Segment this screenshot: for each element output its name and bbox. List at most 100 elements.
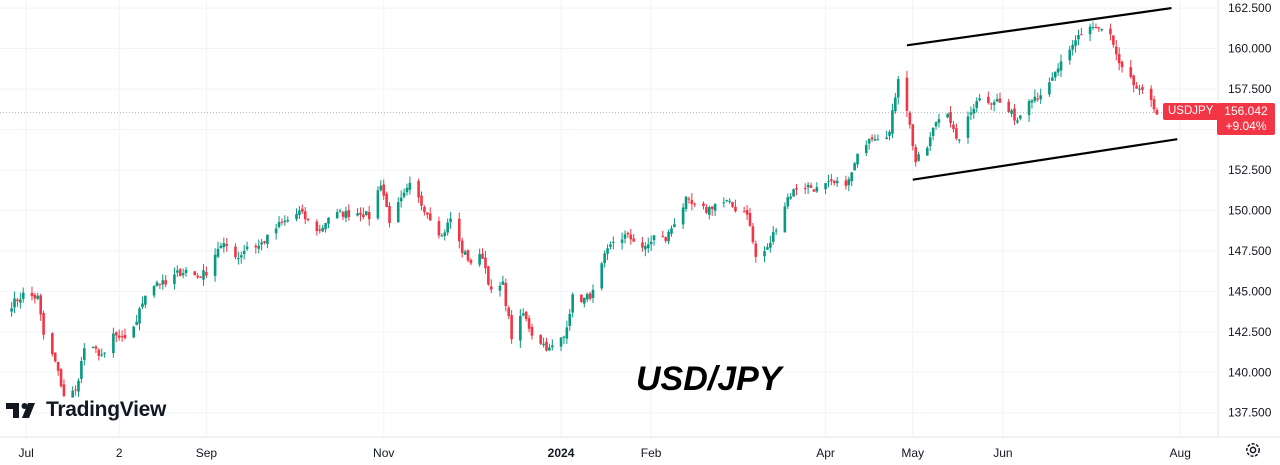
candle-body	[478, 254, 481, 265]
candle-body	[952, 124, 955, 130]
candle-body	[489, 286, 493, 290]
candle	[77, 378, 80, 397]
candle	[1080, 27, 1083, 36]
price-axis[interactable]: 162.500160.000157.500155.000152.500150.0…	[1228, 1, 1272, 420]
candle	[754, 240, 758, 263]
candle-body	[745, 209, 749, 215]
price-tick-label: 162.500	[1228, 1, 1272, 15]
price-tick-label: 140.000	[1228, 365, 1272, 379]
candle	[926, 146, 929, 156]
candle	[771, 226, 775, 245]
candle	[120, 330, 124, 342]
candle-body	[396, 202, 400, 223]
tradingview-logo[interactable]: TradingView	[6, 398, 166, 422]
candle	[112, 327, 115, 358]
candle-body	[1059, 61, 1063, 71]
candle	[830, 173, 833, 186]
candle-body	[827, 181, 830, 183]
candle	[501, 275, 505, 286]
candle	[245, 241, 249, 252]
candle-body	[327, 217, 330, 224]
candle	[934, 121, 938, 130]
candle-body	[138, 308, 141, 324]
candle	[222, 237, 226, 253]
candle-body	[911, 124, 915, 147]
candle-body	[367, 212, 371, 220]
candle	[844, 175, 848, 190]
candle-body	[266, 234, 269, 245]
candle	[158, 283, 162, 289]
candle	[469, 258, 473, 266]
candle	[815, 182, 819, 193]
candle	[440, 233, 444, 237]
candle	[141, 296, 144, 310]
candle	[885, 130, 888, 140]
candle	[812, 188, 816, 192]
candle	[873, 134, 877, 142]
candle-body	[975, 101, 979, 108]
price-tick-label: 147.500	[1228, 244, 1272, 258]
candle-body	[989, 103, 993, 105]
candle	[364, 210, 368, 216]
candle	[1135, 81, 1138, 89]
candle	[449, 212, 452, 229]
last-price-value: 156.042	[1224, 104, 1268, 118]
candle-body	[521, 313, 525, 316]
candle	[426, 212, 429, 219]
candle	[568, 309, 572, 331]
candle	[1138, 84, 1141, 96]
candle-body	[1036, 98, 1040, 100]
channel-trendline[interactable]	[906, 7, 1172, 47]
candle	[905, 70, 909, 118]
candle-body	[341, 212, 345, 217]
candle-body	[245, 246, 249, 249]
candle-body	[295, 214, 298, 220]
candle-body	[766, 247, 769, 250]
candle-body	[957, 139, 961, 141]
candle	[620, 232, 624, 250]
candle-body	[1155, 110, 1159, 115]
candle	[213, 248, 217, 282]
candle	[728, 198, 731, 204]
candle-body	[664, 237, 667, 241]
candle-body	[315, 221, 319, 232]
candle-body	[609, 244, 612, 247]
candle-body	[646, 244, 650, 249]
candle-body	[1149, 88, 1153, 100]
candle-body	[135, 321, 138, 325]
candle	[184, 266, 188, 277]
candle	[138, 306, 141, 331]
candle	[33, 292, 37, 304]
price-tick-label: 145.000	[1228, 284, 1272, 298]
candle	[585, 292, 589, 303]
candle-body	[463, 251, 467, 255]
candle	[1039, 88, 1042, 104]
candle-body	[1071, 45, 1074, 50]
candle-body	[469, 259, 473, 264]
candle	[356, 208, 359, 217]
candle-body	[835, 180, 839, 184]
time-axis[interactable]: Jul 2 Sep Nov 2024 Feb Apr May Jun Aug	[18, 446, 1190, 460]
candle	[931, 127, 935, 141]
candle	[173, 267, 176, 290]
candle	[1019, 114, 1022, 121]
candle	[295, 208, 298, 222]
candle-body	[815, 187, 819, 192]
candle	[1091, 21, 1095, 31]
settings-gear-icon[interactable]	[1244, 441, 1262, 459]
candle	[795, 183, 798, 196]
candle	[155, 280, 159, 287]
channel-trendline[interactable]	[912, 138, 1178, 181]
trendlines-layer[interactable]	[906, 7, 1178, 181]
candle	[1036, 92, 1040, 102]
candle-body	[501, 281, 505, 285]
candle	[612, 236, 615, 250]
candle	[1097, 26, 1101, 32]
candle-body	[1129, 67, 1133, 77]
candle-body	[402, 192, 406, 197]
candle-body	[338, 210, 342, 212]
candles-layer	[10, 21, 1159, 398]
candle	[803, 183, 807, 195]
candle	[446, 218, 449, 236]
